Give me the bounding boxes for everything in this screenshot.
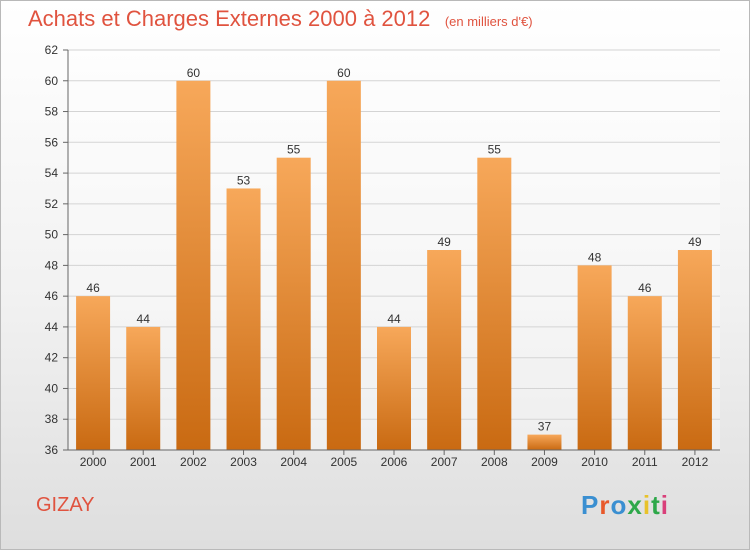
data-label: 49 bbox=[437, 235, 451, 249]
y-tick-label: 56 bbox=[45, 135, 59, 149]
y-tick-label: 52 bbox=[45, 197, 59, 211]
x-tick-label: 2011 bbox=[632, 455, 658, 469]
x-tick-label: 2001 bbox=[130, 455, 157, 469]
data-label: 55 bbox=[488, 143, 502, 157]
logo-letter: t bbox=[651, 490, 661, 520]
logo-letter: o bbox=[610, 490, 628, 520]
y-tick-label: 60 bbox=[45, 74, 59, 88]
logo-letter: i bbox=[642, 490, 652, 520]
data-label: 44 bbox=[137, 312, 151, 326]
bar-2001 bbox=[126, 326, 161, 450]
y-tick-label: 38 bbox=[45, 412, 59, 426]
chart-title-unit: (en milliers d'€) bbox=[444, 14, 533, 29]
data-label: 48 bbox=[588, 250, 602, 264]
data-label: 44 bbox=[387, 312, 401, 326]
x-tick-label: 2002 bbox=[180, 455, 207, 469]
y-tick-label: 40 bbox=[45, 381, 59, 395]
x-tick-label: 2010 bbox=[581, 455, 608, 469]
bar-2002 bbox=[176, 80, 211, 451]
y-tick-label: 46 bbox=[45, 289, 59, 303]
logo-letter: r bbox=[599, 490, 611, 520]
y-tick-label: 58 bbox=[45, 105, 59, 119]
x-tick-label: 2005 bbox=[330, 455, 357, 469]
data-label: 49 bbox=[688, 235, 702, 249]
bar-2011 bbox=[627, 296, 662, 450]
x-tick-label: 2003 bbox=[230, 455, 257, 469]
x-tick-label: 2007 bbox=[431, 455, 458, 469]
bar-2000 bbox=[76, 296, 111, 450]
data-label: 55 bbox=[287, 143, 301, 157]
bar-2005 bbox=[326, 80, 361, 451]
y-tick-label: 44 bbox=[45, 320, 59, 334]
axes bbox=[63, 49, 720, 455]
y-tick-label: 62 bbox=[45, 43, 59, 57]
y-tick-label: 48 bbox=[45, 258, 59, 272]
x-tick-label: 2006 bbox=[381, 455, 408, 469]
commune-name: GIZAY bbox=[36, 494, 95, 516]
x-tick-label: 2004 bbox=[280, 455, 307, 469]
x-tick-label: 2008 bbox=[481, 455, 508, 469]
bar-2006 bbox=[377, 326, 411, 450]
labels: 36 38 40 42 44 46 48 50 52 54 56 58 60 62 2000 46 2001 44… bbox=[45, 43, 709, 469]
chart-title: Achats et Charges Externes 2000 à 2012 (… bbox=[28, 6, 533, 32]
y-tick-label: 36 bbox=[45, 443, 59, 457]
data-label: 53 bbox=[237, 173, 251, 187]
x-tick-label: 2012 bbox=[682, 455, 709, 469]
chart-title-main: Achats et Charges Externes 2000 à 2012 bbox=[28, 6, 431, 31]
data-label: 60 bbox=[187, 66, 201, 80]
bar-2004 bbox=[276, 157, 311, 450]
bar-2008 bbox=[477, 157, 512, 450]
logo-letter: P bbox=[581, 490, 600, 520]
y-tick-label: 50 bbox=[45, 228, 59, 242]
data-label: 46 bbox=[86, 281, 100, 295]
proxiti-logo: Proxiti bbox=[581, 490, 669, 521]
logo-letter: x bbox=[627, 490, 643, 520]
data-label: 46 bbox=[638, 281, 652, 295]
bars bbox=[76, 80, 712, 451]
logo-letter: i bbox=[660, 490, 669, 520]
y-tick-label: 42 bbox=[45, 351, 59, 365]
bar-2009 bbox=[527, 434, 562, 450]
bar-2003 bbox=[226, 188, 261, 450]
bar-2007 bbox=[427, 250, 462, 450]
y-tick-label: 54 bbox=[45, 166, 59, 180]
x-tick-label: 2009 bbox=[531, 455, 558, 469]
bar-2012 bbox=[677, 250, 712, 450]
x-tick-label: 2000 bbox=[80, 455, 107, 469]
bar-2010 bbox=[577, 265, 612, 450]
data-label: 60 bbox=[337, 66, 351, 80]
data-label: 37 bbox=[538, 420, 552, 434]
